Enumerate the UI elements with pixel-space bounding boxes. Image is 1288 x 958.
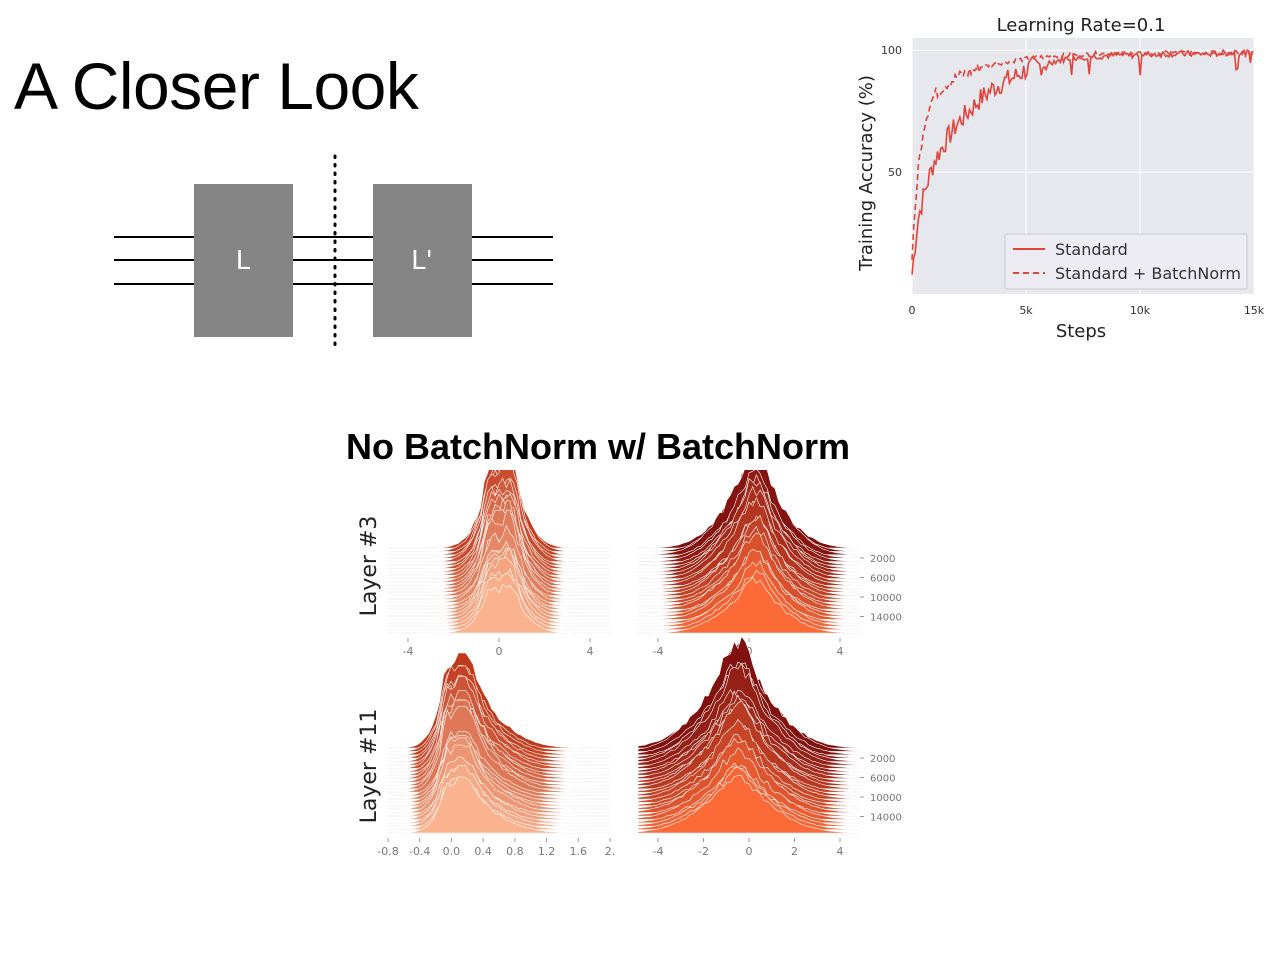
- ridge-y-tick-label: 10000: [870, 593, 902, 604]
- plot-series: [911, 48, 1255, 275]
- y-tick-label: 100: [881, 44, 902, 57]
- ridge-x-tick-label: -0.4: [409, 845, 430, 858]
- ridge-y-tick-label: 10000: [870, 793, 902, 804]
- ridge-area: [637, 775, 861, 834]
- ridge-area: [388, 583, 610, 634]
- legend: Standard Standard + BatchNorm: [1004, 233, 1248, 290]
- ridge-y-tick-label: 14000: [870, 813, 902, 824]
- y-ticks: 50 100: [881, 44, 902, 179]
- x-axis-label: Steps: [1056, 321, 1106, 342]
- ridge-y-tick-label: 2000: [870, 754, 895, 765]
- ridge-y-tick-label: 6000: [870, 574, 895, 585]
- chart-title: Learning Rate=0.1: [997, 15, 1166, 36]
- ridge-y-tick-label: 2000: [870, 554, 895, 565]
- layer-11-label: Layer #11: [357, 709, 382, 824]
- distribution-title: No BatchNorm w/ BatchNorm: [346, 426, 851, 467]
- ridge-x-tick-label: -4: [652, 645, 663, 658]
- series-line-batchnorm: [911, 49, 1255, 260]
- layer-l-prime-label: L': [411, 246, 433, 276]
- x-tick-label: 5k: [1019, 304, 1033, 317]
- ridge-x-tick-label: 4: [837, 645, 844, 658]
- y-tick-label: 50: [888, 166, 902, 179]
- ridge-x-tick-label: -0.8: [377, 845, 398, 858]
- legend-label-batchnorm: Standard + BatchNorm: [1055, 264, 1241, 283]
- ridge-y-tick-label: 14000: [870, 613, 902, 624]
- ridge-area: [637, 577, 861, 634]
- ridge-area: [388, 776, 610, 834]
- output-wires: [471, 236, 553, 285]
- ridge-x-tick-label: -2: [698, 845, 709, 858]
- legend-label-standard: Standard: [1055, 240, 1128, 259]
- ridge-x-tick-label: -4: [652, 845, 663, 858]
- input-wires: [114, 236, 196, 285]
- training-accuracy-chart: Learning Rate=0.1 Steps Training Accurac…: [856, 15, 1265, 342]
- panel-layer11-bn: -4 -2 0 2 4 2000 6000 10000 14000: [637, 635, 902, 858]
- ridge-x-tick-label: 0: [496, 645, 503, 658]
- x-tick-label: 0: [909, 304, 916, 317]
- ridge-x-tick-label: -4: [402, 645, 413, 658]
- layer-3-label: Layer #3: [357, 516, 382, 617]
- ridge-x-tick-label: 1.6: [570, 845, 588, 858]
- ridge-x-tick-label: 0.8: [506, 845, 524, 858]
- layer-l-label: L: [236, 246, 251, 276]
- ridge-x-tick-label: 2.: [605, 845, 616, 858]
- panel-layer3-no-bn: -4 0 4: [388, 470, 610, 658]
- ridge-x-tick-label: 0: [746, 845, 753, 858]
- slide-title: A Closer Look: [14, 49, 419, 123]
- layer-block-l-prime: [373, 184, 472, 337]
- activation-distributions: Layer #3 Layer #11 -4 0 4 -4 0 4 2000 6000 1000…: [357, 470, 902, 858]
- x-tick-label: 15k: [1244, 304, 1265, 317]
- panel-layer3-bn: -404200060001000014000: [637, 470, 902, 658]
- layer-diagram: L L': [114, 154, 553, 352]
- y-axis-label: Training Accuracy (%): [856, 75, 877, 272]
- x-ticks: 0 5k 10k 15k: [909, 304, 1265, 317]
- layer-block-l: [194, 184, 293, 337]
- ridge-x-tick-label: 0.0: [443, 845, 461, 858]
- ridge-x-tick-label: 4: [587, 645, 594, 658]
- ridge-x-tick-label: 1.2: [538, 845, 556, 858]
- ridge-x-tick-label: 2: [791, 845, 798, 858]
- middle-wires: [292, 236, 375, 285]
- ridge-x-tick-label: 0.4: [474, 845, 492, 858]
- legend-box: [1004, 233, 1248, 290]
- ridge-y-tick-label: 6000: [870, 774, 895, 785]
- x-tick-label: 10k: [1130, 304, 1151, 317]
- panel-layer11-no-bn: -0.8 -0.4 0.0 0.4 0.8 1.2 1.6 2.: [377, 652, 616, 858]
- ridge-x-tick-label: 4: [837, 845, 844, 858]
